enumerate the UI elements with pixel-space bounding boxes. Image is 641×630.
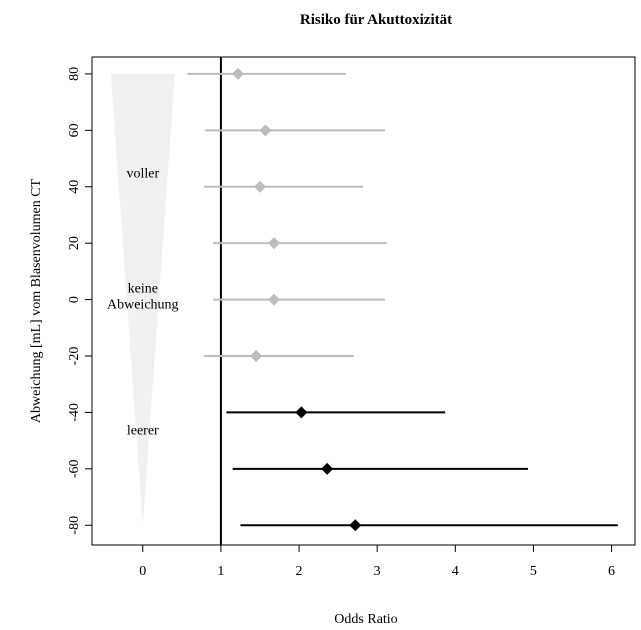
point-estimate	[295, 406, 308, 419]
x-tick-label: 5	[530, 564, 537, 579]
x-tick-label: 2	[296, 564, 303, 579]
point-estimate	[259, 124, 272, 137]
chart-title: Risiko für Akuttoxizität	[300, 12, 452, 28]
point-estimate	[349, 519, 362, 532]
plot-frame	[91, 56, 636, 546]
point-estimate	[321, 462, 334, 475]
y-tick-label: -80	[67, 516, 82, 535]
x-tick-label: 6	[608, 564, 615, 579]
y-tick-label: -20	[67, 347, 82, 366]
point-estimate	[268, 237, 281, 250]
y-axis-label: Abweichung [mL] vom Blasenvolumen CT	[29, 178, 44, 423]
volume-wedge	[110, 73, 175, 526]
x-axis-label: Odds Ratio	[334, 612, 397, 627]
y-tick-label: 60	[67, 123, 82, 137]
annotation-label: voller	[126, 167, 159, 182]
x-tick-label: 1	[217, 564, 224, 579]
point-estimate	[250, 350, 263, 363]
annotation-label: Abweichung	[107, 297, 179, 312]
y-tick-label: 80	[67, 67, 82, 81]
annotation-label: leerer	[127, 423, 159, 438]
y-tick-label: 0	[67, 296, 82, 303]
y-tick-label: -60	[67, 460, 82, 479]
y-tick-label: 40	[67, 180, 82, 194]
y-tick-label: 20	[67, 236, 82, 250]
x-tick-label: 3	[374, 564, 381, 579]
point-estimate	[268, 293, 281, 306]
x-tick-label: 0	[139, 564, 146, 579]
point-estimate	[253, 180, 266, 193]
y-tick-label: -40	[67, 403, 82, 422]
point-estimate	[232, 67, 245, 80]
x-tick-label: 4	[452, 564, 459, 579]
annotation-label: keine	[128, 281, 158, 296]
